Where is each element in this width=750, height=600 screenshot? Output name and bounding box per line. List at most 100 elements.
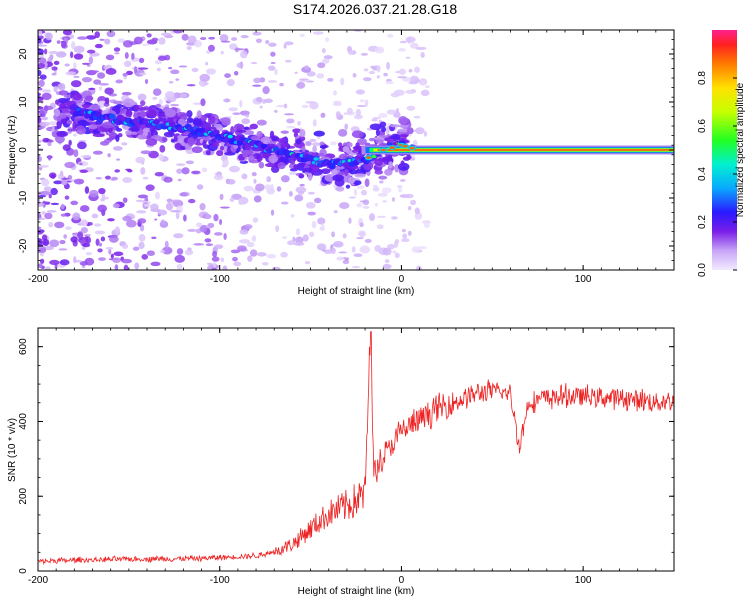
heatmap-speckle	[38, 87, 43, 91]
heatmap-speckle	[229, 197, 235, 202]
chart-title: S174.2026.037.21.28.G18	[292, 1, 458, 17]
heatmap-speckle	[415, 46, 427, 51]
heatmap-speckle	[73, 62, 77, 70]
heatmap-band	[177, 135, 184, 140]
top-x-axis-label: Height of straight line (km)	[298, 286, 415, 297]
heatmap-speckle	[57, 83, 64, 89]
heatmap-band	[256, 130, 263, 138]
heatmap-speckle	[99, 38, 105, 41]
heatmap-speckle	[206, 262, 213, 266]
heatmap-speckle	[170, 199, 182, 202]
heatmap-speckle	[354, 188, 358, 197]
heatmap-speckle	[261, 262, 269, 266]
heatmap-speckle	[304, 261, 311, 265]
heatmap-speckle	[356, 202, 363, 208]
top-y-axis: -20 -10 0 10 20	[18, 29, 674, 271]
heatmap-speckle	[243, 185, 254, 192]
heatmap-band	[54, 99, 60, 105]
heatmap-speckle	[165, 91, 175, 99]
heatmap-band	[374, 158, 384, 166]
heatmap-speckle	[320, 223, 325, 230]
heatmap-band	[178, 118, 186, 126]
heatmap-speckle	[316, 73, 325, 79]
heatmap-speckle	[377, 215, 387, 218]
heatmap-speckle	[142, 176, 149, 180]
heatmap-band	[187, 137, 195, 146]
heatmap-speckle	[172, 30, 184, 34]
heatmap-band	[149, 125, 156, 134]
heatmap-speckle	[407, 206, 412, 211]
heatmap-speckle	[294, 71, 298, 74]
heatmap-speckle	[351, 246, 356, 253]
heatmap-ridge	[168, 121, 176, 128]
heatmap-speckle	[94, 31, 100, 39]
heatmap-speckle	[89, 189, 99, 198]
bot-xtick-label: 0	[399, 575, 405, 586]
heatmap-speckle	[214, 232, 223, 236]
heatmap-speckle	[330, 141, 337, 146]
heatmap-speckle	[264, 98, 273, 104]
heatmap-speckle	[425, 85, 430, 89]
heatmap-band	[125, 109, 133, 119]
heatmap-speckle	[98, 86, 103, 91]
heatmap-speckle	[296, 81, 306, 89]
heatmap-speckle	[383, 72, 388, 77]
heatmap-speckle	[193, 40, 202, 48]
heatmap-band	[351, 130, 364, 139]
heatmap-speckle	[41, 92, 52, 101]
heatmap-band	[332, 174, 345, 182]
heatmap-band	[219, 145, 225, 151]
heatmap-speckle	[88, 222, 93, 226]
heatmap-speckle	[196, 184, 204, 190]
heatmap-speckle	[88, 87, 96, 90]
heatmap-speckle	[348, 217, 352, 224]
heatmap-band	[248, 155, 255, 163]
heatmap-speckle	[286, 125, 296, 129]
heatmap-speckle	[401, 228, 406, 233]
heatmap-speckle	[230, 249, 241, 254]
heatmap-band	[338, 142, 343, 148]
heatmap-speckle	[47, 155, 52, 161]
heatmap-speckle	[94, 43, 103, 49]
heatmap-speckle	[231, 37, 238, 41]
heatmap-speckle	[220, 50, 224, 55]
heatmap-speckle	[135, 199, 146, 203]
heatmap-speckle	[105, 68, 117, 75]
heatmap-speckle	[253, 77, 262, 84]
heatmap-speckle	[362, 77, 372, 82]
heatmap-speckle	[160, 249, 165, 253]
heatmap-speckle	[170, 103, 180, 107]
heatmap-speckle	[38, 139, 43, 143]
heatmap-speckle	[363, 68, 369, 72]
heatmap-speckle	[41, 178, 50, 187]
heatmap-speckle	[150, 203, 159, 212]
heatmap-speckle	[174, 254, 186, 263]
heatmap-speckle	[38, 164, 50, 168]
heatmap-speckle	[249, 249, 258, 257]
heatmap-speckle	[176, 248, 184, 255]
heatmap-speckle	[112, 203, 120, 209]
heatmap-speckle	[86, 35, 97, 40]
heatmap-speckle	[122, 40, 133, 48]
top-xtick-label: 0	[399, 274, 405, 285]
heatmap-speckle	[86, 49, 96, 54]
heatmap-speckle	[311, 142, 321, 147]
heatmap-speckle	[121, 91, 132, 96]
heatmap-band	[338, 128, 348, 137]
heatmap-speckle	[223, 98, 231, 103]
heatmap-speckle	[275, 104, 286, 108]
heatmap-speckle	[336, 256, 344, 261]
heatmap-band	[137, 134, 147, 140]
heatmap-speckle	[44, 212, 53, 220]
heatmap-speckle	[387, 33, 394, 38]
heatmap-speckle	[187, 35, 197, 44]
heatmap-speckle	[44, 245, 54, 251]
heatmap-speckle	[39, 108, 48, 115]
heatmap-speckle	[48, 51, 59, 55]
heatmap-speckle	[303, 65, 310, 70]
heatmap-speckle	[317, 217, 326, 225]
heatmap-speckle	[423, 130, 428, 137]
heatmap-speckle	[175, 211, 180, 220]
heatmap-band	[208, 115, 216, 125]
heatmap-band	[142, 128, 148, 138]
